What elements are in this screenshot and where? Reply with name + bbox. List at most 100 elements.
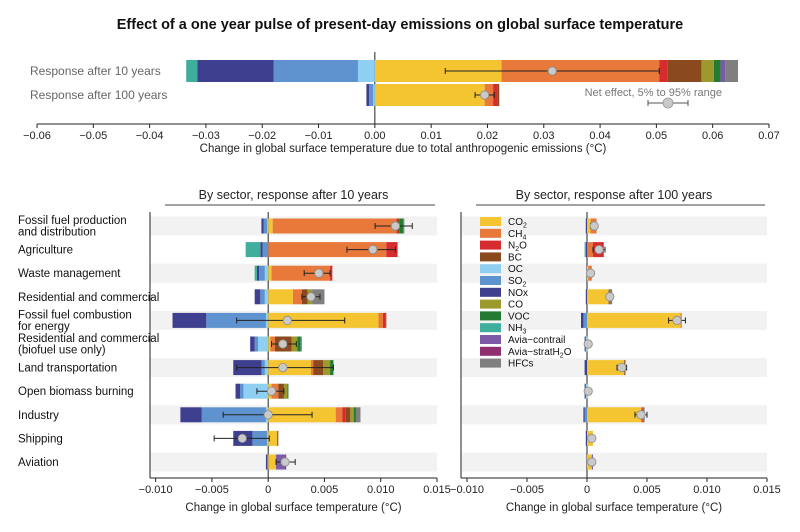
- sector-label-line: Fossil fuel combustion: [18, 309, 132, 321]
- total-10yr-bar-hfcs: [725, 60, 739, 82]
- sector-land-transportation-net-point: [617, 362, 627, 373]
- sector-waste-management-bar-nh3: [254, 265, 257, 281]
- total-10yr-bar-oc: [357, 60, 375, 82]
- total-10yr-bar-n2o: [659, 60, 668, 82]
- sector-residential-and-commercial-bar-nox: [254, 289, 261, 305]
- x-axis-title: Change in global surface temperature (°C…: [506, 502, 722, 514]
- legend-label-hfcs: HFCs: [508, 359, 534, 370]
- total-100yr-bar-co2: [374, 84, 485, 106]
- sector-waste-management-bar-ch4: [271, 265, 331, 281]
- sector-fossil-fuel-production-and-distribution-bar-co2: [268, 218, 273, 234]
- sector-label-line: Land transportation: [18, 363, 117, 375]
- sector-open-biomass-burning-bar-oc: [243, 383, 269, 399]
- legend-swatch-co: [480, 299, 501, 309]
- x-tick-label: −0.005: [195, 484, 229, 496]
- legend-label-main: Avia−stratH: [508, 347, 560, 358]
- sector-10yr-panel: By sector, response after 10 years Fossil…: [18, 188, 451, 514]
- legend-label-so2: SO2: [508, 276, 526, 289]
- sector-label-line: Aviation: [18, 457, 59, 469]
- legend-label-subscript: 4: [522, 234, 526, 241]
- legend-label-avia-contrail: Avia−contrail: [508, 335, 565, 346]
- sector-residential-and-commercial-net-point: [605, 292, 615, 302]
- sector-fossil-fuel-production-and-distribution-bar-co2: [587, 218, 591, 234]
- sector-residential-and-commercial-bar-co2: [268, 289, 293, 305]
- legend-swatch-hfcs: [480, 358, 501, 368]
- sector-fossil-fuel-production-and-distribution-bar-nox: [585, 218, 587, 234]
- x-tick-label: −0.01: [305, 130, 333, 142]
- sector-label-line: for energy: [18, 321, 70, 333]
- panel-title: By sector, response after 10 years: [199, 188, 389, 202]
- sector-label-line: Shipping: [18, 433, 63, 445]
- legend-label-suffix: O: [519, 241, 527, 252]
- sector-open-biomass-burning-bar-so2: [240, 383, 244, 399]
- sector-industry-net-point: [636, 410, 646, 420]
- sector-fossil-fuel-production-and-distribution-bar-nox: [261, 218, 264, 234]
- x-tick-label: 0.005: [311, 484, 339, 496]
- legend-label-suffix: O: [564, 347, 572, 358]
- legend-label-voc: VOC: [508, 311, 530, 322]
- total-10yr-bar-co2: [374, 60, 502, 82]
- legend-label-main: BC: [508, 252, 522, 263]
- sector-agriculture-bar-nh3: [245, 242, 261, 258]
- sector-label-open-biomass-burning: Open biomass burning: [18, 386, 134, 398]
- sector-shipping-net-point: [237, 433, 247, 443]
- sector-open-biomass-burning-bar-co: [283, 383, 288, 399]
- sector-industry-bar-nox: [583, 407, 585, 423]
- legend-label-main: CO: [508, 217, 523, 228]
- x-tick-label: −0.04: [136, 130, 164, 142]
- legend-label-subscript: 3: [522, 329, 526, 336]
- x-axis-title: Change in global surface temperature (°C…: [185, 502, 401, 514]
- sector-label-fossil-fuel-production-and-distribution: Fossil fuel production and distribution: [18, 215, 127, 239]
- sector-aviation-bar-nox: [265, 454, 268, 470]
- sector-agriculture-bar-nh3: [584, 242, 586, 258]
- legend-label-main: N: [508, 241, 515, 252]
- x-tick-label: 0: [265, 484, 271, 496]
- legend-label-subscript: 2: [515, 246, 519, 253]
- sector-label-line: Open biomass burning: [18, 386, 134, 398]
- x-tick-label: 0.01: [420, 130, 441, 142]
- legend-swatch-so2: [480, 276, 501, 285]
- x-tick-label: 0: [584, 484, 590, 496]
- sector-residential-and-commercial-biofuel-use-only-net-point: [583, 339, 593, 349]
- sector-residential-and-commercial-biofuel-use-only-bar-oc: [258, 336, 269, 352]
- x-tick-label: 0.010: [693, 484, 721, 496]
- sector-fossil-fuel-combustion-for-energy-net-point: [672, 315, 682, 325]
- x-tick-label: 0.04: [589, 130, 610, 142]
- sector-label-line: Fossil fuel production: [18, 215, 127, 227]
- row-band: [461, 452, 767, 472]
- row-band: [461, 263, 767, 283]
- sector-land-transportation-net-point: [278, 362, 288, 373]
- x-tick-label: 0.015: [753, 484, 781, 496]
- sector-agriculture-bar-ch4: [268, 242, 387, 258]
- x-tick-label: 0.06: [702, 130, 723, 142]
- sector-aviation-bar-so2: [267, 454, 269, 470]
- legend-swatch-n2o: [480, 240, 501, 250]
- sector-land-transportation-bar-nox: [584, 360, 587, 376]
- sector-open-biomass-burning-net-point: [583, 386, 593, 396]
- x-tick-label: 0.05: [646, 130, 667, 142]
- species-legend: CO2CH4N2OBCOCSO2NOxCOVOCNH3Avia−contrail…: [480, 217, 572, 370]
- total-100yr-bar-so2: [369, 84, 374, 106]
- total-100yr-bar-nox: [366, 84, 370, 106]
- sector-fossil-fuel-production-and-distribution-bar-so2: [263, 218, 268, 234]
- sector-label-line: Residential and commercial: [18, 333, 159, 345]
- legend-label-main: HFCs: [508, 359, 534, 370]
- legend-label-co2: CO2: [508, 217, 527, 230]
- sector-residential-and-commercial-bar-so2: [260, 289, 265, 305]
- legend-swatch-co2: [480, 217, 501, 226]
- sector-agriculture-bar-nox: [260, 242, 263, 258]
- sector-industry-bar-hfcs: [355, 407, 361, 423]
- legend-swatch-oc: [480, 264, 501, 274]
- legend-swatch-avia-contrail: [480, 335, 501, 344]
- total-100yr-bar-bc: [497, 84, 500, 106]
- sector-residential-and-commercial-bar-ch4: [292, 289, 302, 305]
- sector-residential-and-commercial-biofuel-use-only-bar-co2: [268, 336, 271, 352]
- sector-land-transportation-bar-co2: [587, 360, 625, 376]
- sector-label-shipping: Shipping: [18, 433, 63, 445]
- legend-label-main: VOC: [508, 311, 530, 322]
- sector-fossil-fuel-combustion-for-energy-bar-ch4: [378, 312, 383, 328]
- sector-label-waste-management: Waste management: [18, 268, 121, 280]
- sector-agriculture-bar-ch4: [587, 242, 593, 258]
- sector-industry-bar-co: [350, 407, 354, 423]
